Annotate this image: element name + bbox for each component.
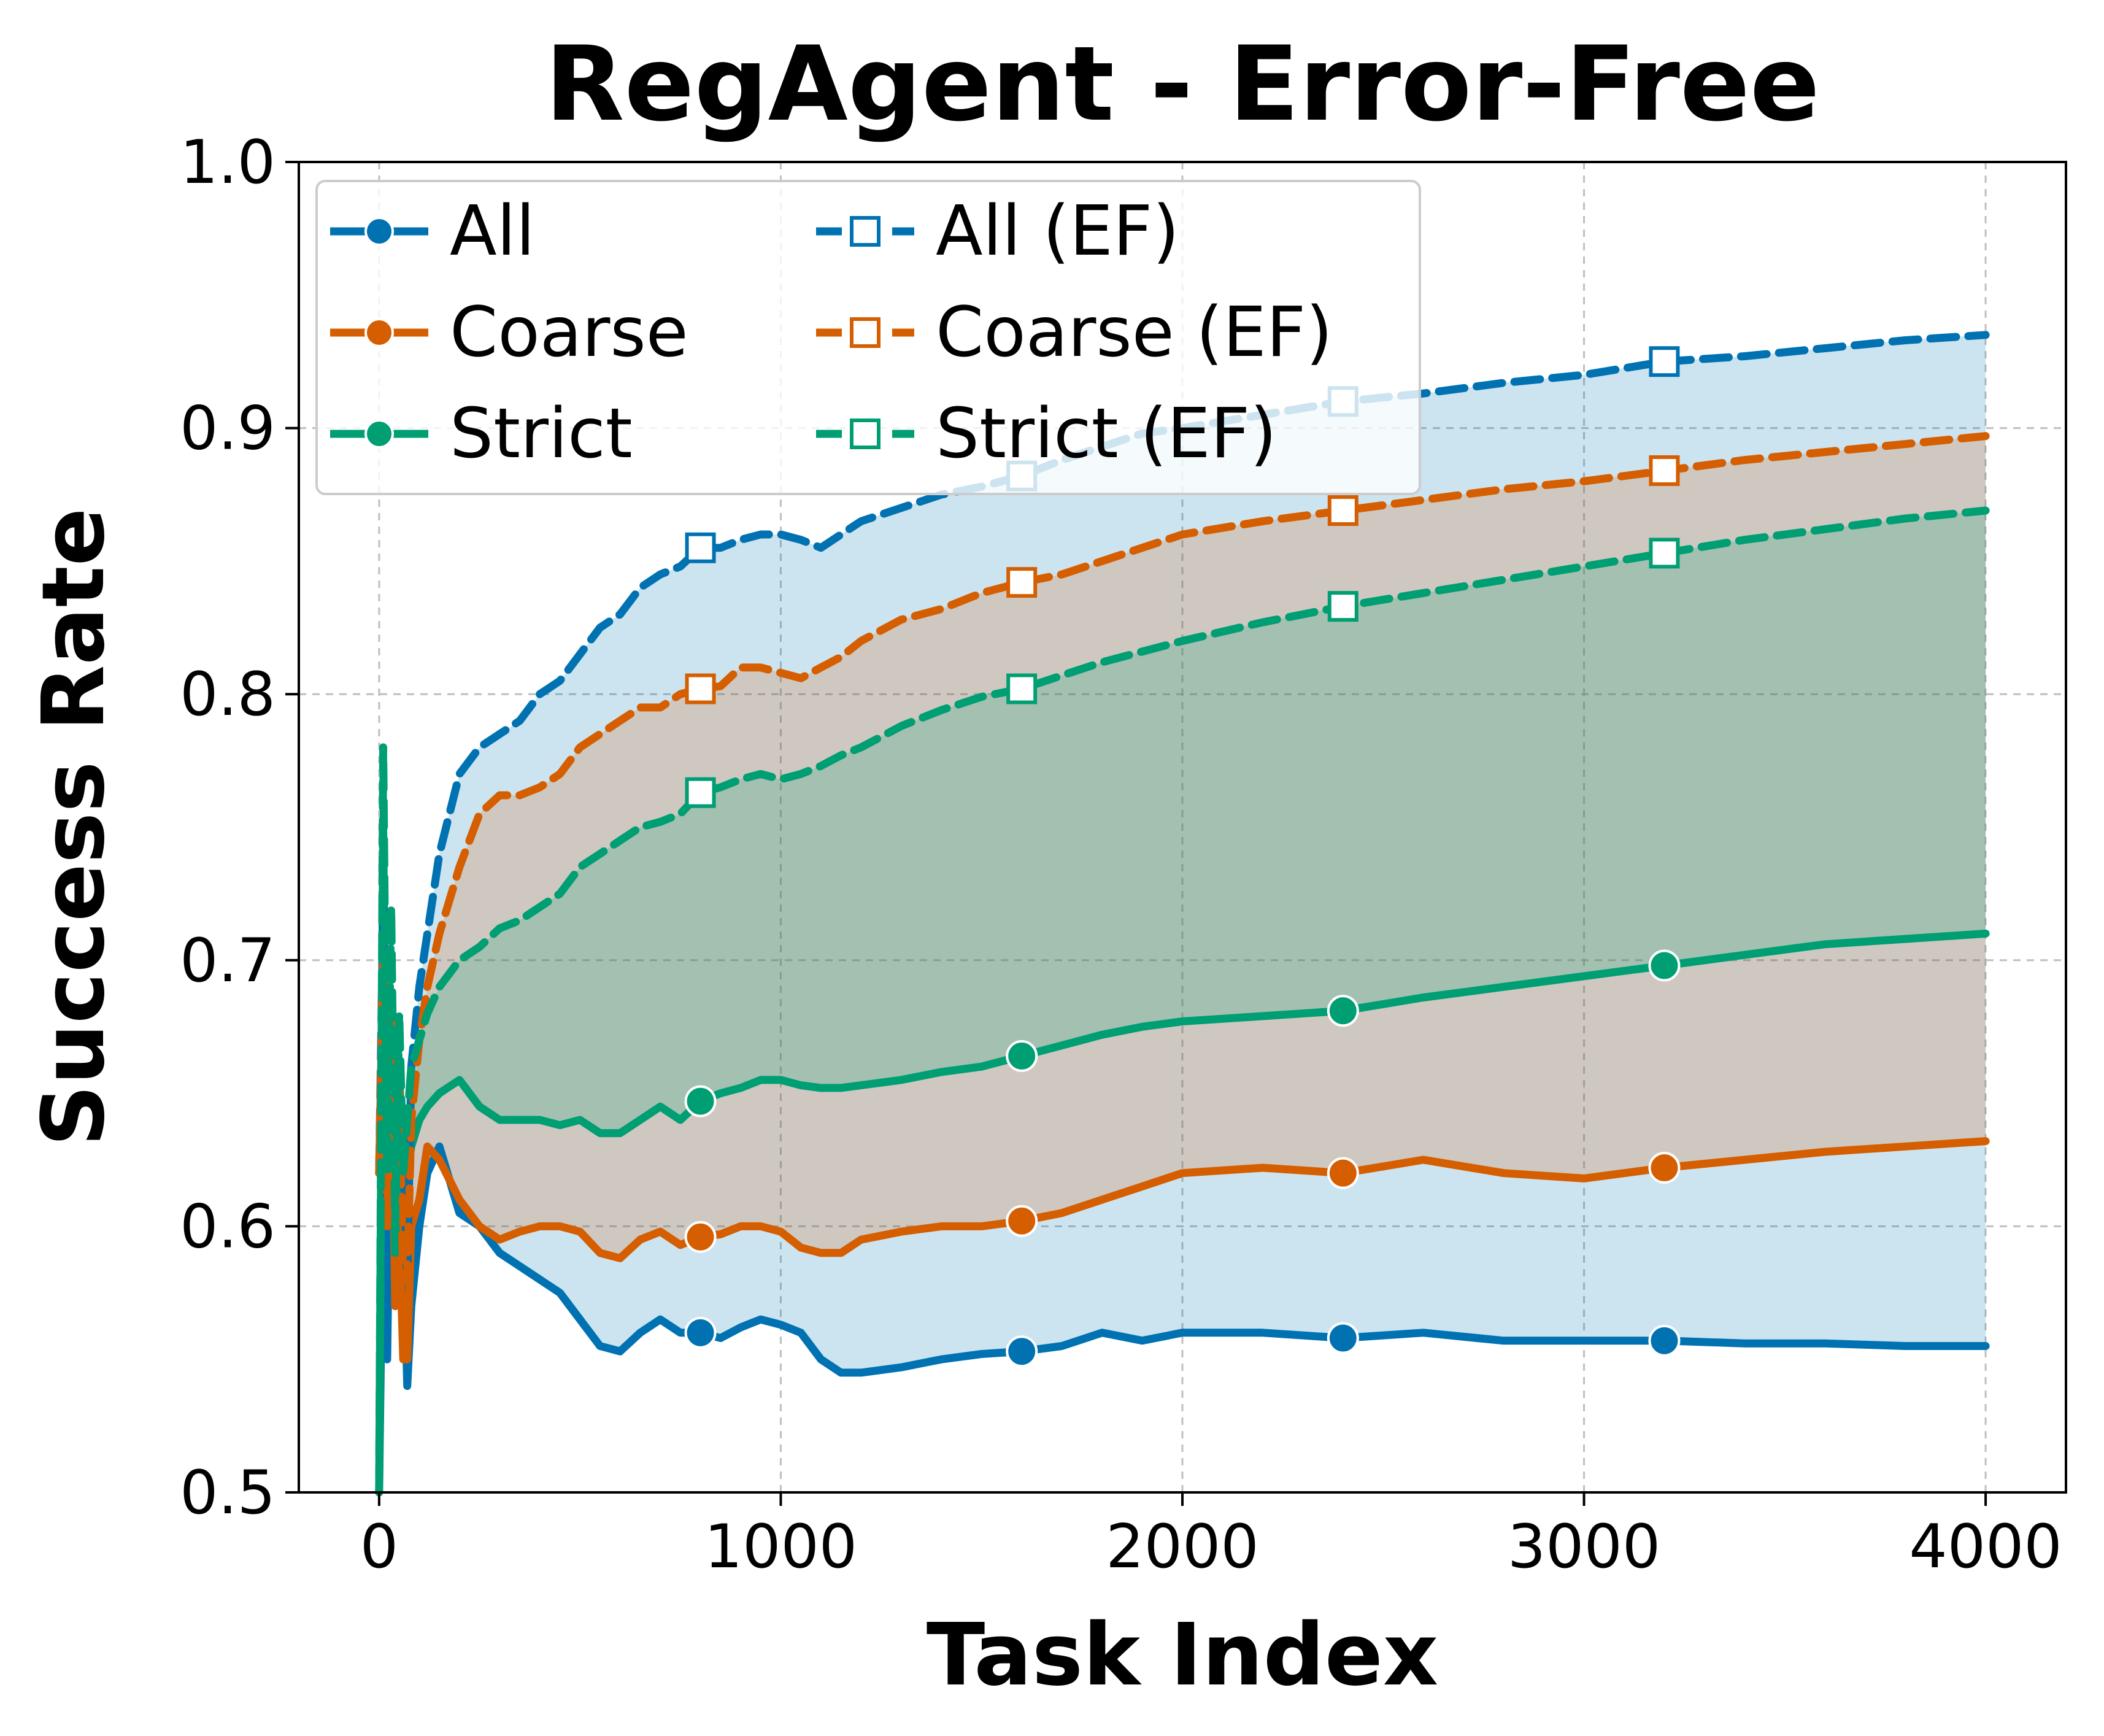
series-marker-strict: [1006, 1040, 1038, 1072]
x-axis-ticks: 0 1000 2000 3000 4000: [360, 1492, 2062, 1582]
series-line-strict-ef: [375, 506, 1990, 1497]
legend-label: Strict: [450, 394, 633, 474]
series-marker-coarse: [1648, 1152, 1681, 1184]
y-tick-label: 1.0: [180, 128, 276, 198]
y-tick-label: 0.8: [180, 660, 276, 730]
series-marker-strict-ef: [1649, 538, 1680, 569]
legend-label: Strict (EF): [936, 394, 1277, 474]
series-lines: [375, 331, 1990, 1497]
y-tick-label: 0.6: [180, 1192, 276, 1262]
y-axis-ticks: 0.5 0.6 0.7 0.8 0.9 1.0: [180, 128, 299, 1528]
series-marker-strict: [684, 1085, 717, 1117]
band-all: [379, 334, 1986, 1492]
legend-label: Coarse: [450, 293, 688, 372]
band-coarse: [379, 436, 1986, 1360]
series-marker-strict-ef: [1006, 673, 1038, 704]
series-marker-all-ef: [1649, 346, 1680, 377]
x-tick-label: 0: [360, 1512, 398, 1582]
series-marker-coarse-ef: [1006, 567, 1038, 598]
y-tick-label: 0.5: [180, 1458, 276, 1528]
legend-swatch-marker: [364, 419, 394, 449]
series-marker-all: [1006, 1335, 1038, 1368]
series-marker-all-ef: [685, 532, 716, 563]
x-tick-label: 1000: [704, 1512, 857, 1582]
legend-label: All: [450, 191, 535, 271]
series-marker-coarse-ef: [685, 673, 716, 704]
legend-items: All Coarse Strict All (EF) Coarse (EF) Strict…: [330, 191, 1333, 474]
legend-swatch-marker: [364, 318, 394, 347]
legend-item-all: All: [330, 191, 535, 271]
series-marker-strict-ef: [1327, 591, 1358, 622]
legend-label: Coarse (EF): [936, 293, 1333, 372]
legend-swatch-marker: [850, 419, 881, 449]
series-marker-coarse-ef: [1327, 495, 1358, 527]
legend-item-strict-ef: Strict (EF): [816, 394, 1277, 474]
legend-swatch-marker: [850, 317, 881, 348]
legend-item-strict: Strict: [330, 394, 633, 474]
series-line-coarse: [375, 956, 1990, 1364]
y-tick-label: 0.7: [180, 926, 276, 996]
x-tick-label: 2000: [1106, 1512, 1258, 1582]
series-line-coarse-ef: [375, 432, 1990, 1284]
series-markers: [684, 346, 1681, 1368]
x-axis-label: Task Index: [927, 1605, 1438, 1705]
legend: All Coarse Strict All (EF) Coarse (EF) Strict…: [315, 180, 1421, 495]
series-marker-all: [1327, 1322, 1359, 1354]
chart-title: RegAgent - Error-Free: [545, 24, 1820, 144]
legend-swatch-marker: [364, 217, 394, 246]
legend-swatch-marker: [850, 216, 881, 247]
x-tick-label: 4000: [1909, 1512, 2062, 1582]
y-tick-label: 0.9: [180, 394, 276, 464]
x-tick-label: 3000: [1508, 1512, 1660, 1582]
series-marker-coarse: [684, 1221, 717, 1253]
legend-item-coarse: Coarse: [330, 293, 688, 372]
series-marker-strict: [1327, 995, 1359, 1027]
band-strict: [379, 511, 1986, 1492]
series-marker-strict-ef: [685, 777, 716, 808]
series-line-all: [375, 1062, 1990, 1497]
shaded-bands: [379, 334, 1986, 1492]
legend-label: All (EF): [936, 191, 1179, 271]
legend-item-coarse-ef: Coarse (EF): [816, 293, 1333, 372]
series-marker-all: [684, 1316, 717, 1349]
legend-item-all-ef: All (EF): [816, 191, 1179, 271]
series-marker-coarse-ef: [1649, 455, 1680, 486]
series-marker-all: [1648, 1324, 1681, 1357]
y-axis-label: Success Rate: [24, 508, 124, 1147]
series-marker-coarse: [1006, 1205, 1038, 1237]
series-marker-strict: [1648, 949, 1681, 982]
series-marker-coarse: [1327, 1157, 1359, 1189]
